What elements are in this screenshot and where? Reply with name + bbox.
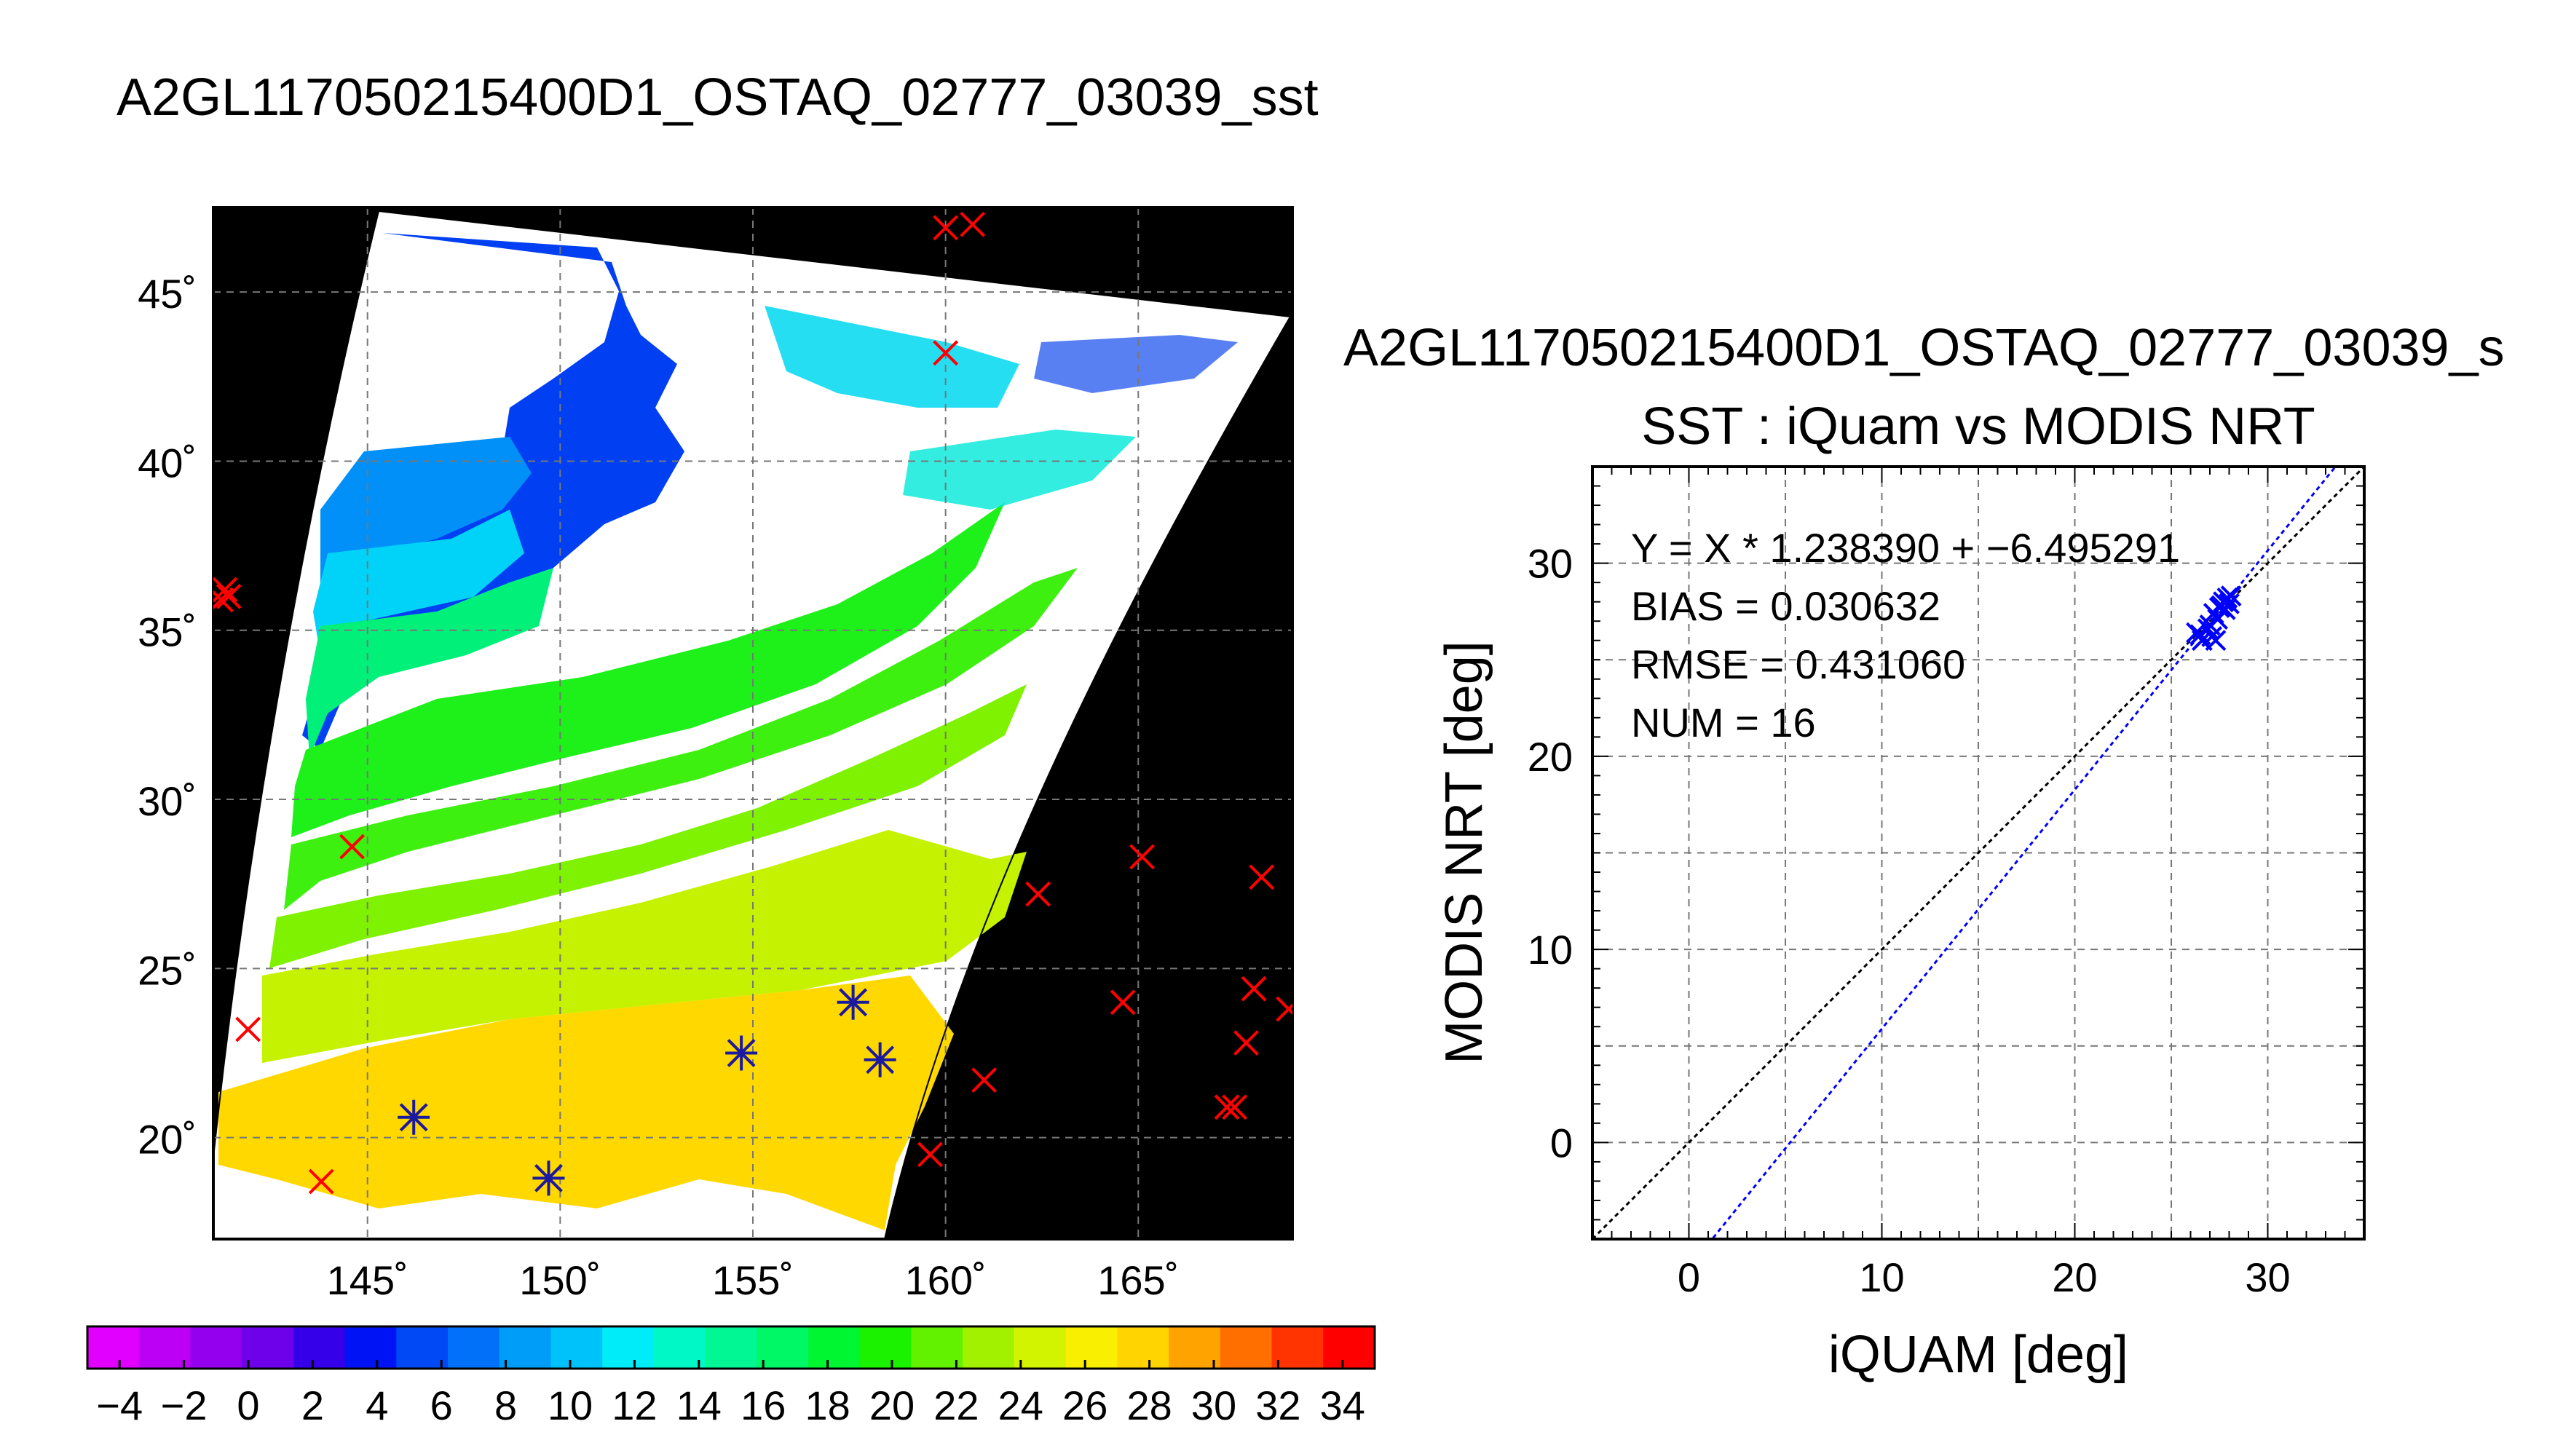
colorbar-swatch [1323, 1326, 1375, 1369]
colorbar-swatch [242, 1326, 293, 1369]
colorbar-tick-label: 0 [237, 1382, 259, 1428]
x-tick-label: 0 [1678, 1254, 1700, 1300]
matched-point [837, 985, 869, 1020]
colorbar-swatch [499, 1326, 551, 1369]
colorbar-swatch [345, 1326, 397, 1369]
colorbar-tick-label: 14 [676, 1382, 722, 1428]
lat-tick-label: 40˚ [138, 440, 197, 486]
y-tick-label: 30 [1528, 541, 1573, 587]
colorbar-swatch [706, 1326, 757, 1369]
colorbar-tick-label: 24 [998, 1382, 1043, 1428]
lat-tick-label: 45˚ [138, 271, 197, 317]
lon-tick-label: 155˚ [712, 1257, 794, 1303]
colorbar-tick-label: 26 [1062, 1382, 1107, 1428]
matched-point [864, 1042, 896, 1077]
colorbar-tick-label: 6 [430, 1382, 453, 1428]
lat-tick-label: 30˚ [138, 778, 197, 824]
stat-annotation: NUM = 16 [1631, 700, 1816, 745]
colorbar-swatch [757, 1326, 808, 1369]
colorbar-swatch [1220, 1326, 1272, 1369]
y-tick-label: 20 [1528, 734, 1573, 780]
colorbar-swatch [963, 1326, 1014, 1369]
colorbar-tick-label: −4 [96, 1382, 143, 1428]
stat-annotation: RMSE = 0.431060 [1631, 641, 1965, 687]
colorbar-swatch [190, 1326, 242, 1369]
scatter-header: A2GL117050215400D1_OSTAQ_02777_03039_s [1343, 319, 2505, 377]
y-axis-label: MODIS NRT [deg] [1435, 641, 1493, 1064]
colorbar-tick-label: 30 [1191, 1382, 1236, 1428]
lon-tick-label: 150˚ [519, 1257, 601, 1303]
y-tick-label: 0 [1550, 1120, 1573, 1166]
colorbar-tick-label: 28 [1126, 1382, 1172, 1428]
colorbar-tick-label: 4 [366, 1382, 388, 1428]
lon-tick-label: 165˚ [1097, 1257, 1179, 1303]
colorbar-swatch [293, 1326, 345, 1369]
y-tick-label: 10 [1528, 927, 1573, 973]
colorbar-swatch [550, 1326, 602, 1369]
colorbar-tick-label: 8 [494, 1382, 517, 1428]
stat-annotation: BIAS = 0.030632 [1631, 583, 1940, 629]
colorbar-tick-label: 32 [1255, 1382, 1300, 1428]
colorbar-tick-label: 2 [301, 1382, 324, 1428]
colorbar-tick-label: 16 [741, 1382, 786, 1428]
colorbar-tick-label: 18 [805, 1382, 850, 1428]
x-tick-label: 20 [2052, 1254, 2097, 1300]
colorbar-swatch [1066, 1326, 1118, 1369]
map-panel: 45˚ 40˚ 35˚ 30˚ 25˚ 20˚ 145˚ 150˚ 155˚ 160˚ 165˚ [138, 207, 1300, 1303]
colorbar-tick-label: 20 [869, 1382, 915, 1428]
colorbar-swatch [1014, 1326, 1066, 1369]
stat-annotation: Y = X * 1.238390 + −6.495291 [1631, 525, 2180, 571]
colorbar-swatch [602, 1326, 654, 1369]
matched-point [532, 1160, 564, 1195]
colorbar-tick-label: 12 [612, 1382, 657, 1428]
colorbar-swatch [448, 1326, 499, 1369]
colorbar-tick-label: −2 [161, 1382, 208, 1428]
colorbar-tick-label: 34 [1320, 1382, 1365, 1428]
x-tick-label: 30 [2245, 1254, 2290, 1300]
chart-title: SST : iQuam vs MODIS NRT [1641, 397, 2315, 456]
matched-point [398, 1100, 430, 1135]
colorbar-tick-label: 22 [933, 1382, 979, 1428]
x-tick-label: 10 [1859, 1254, 1904, 1300]
lon-tick-label: 160˚ [905, 1257, 987, 1303]
x-axis-label: iQUAM [deg] [1828, 1326, 2128, 1384]
lat-tick-label: 20˚ [138, 1117, 197, 1163]
colorbar: −4 −2 0 2 4 6 8 10 12 14 16 18 20 22 24 26 28 30 32 34 [87, 1326, 1375, 1428]
colorbar-swatch [860, 1326, 912, 1369]
lat-tick-label: 35˚ [138, 609, 197, 655]
matched-point [725, 1035, 757, 1070]
map-title: A2GL117050215400D1_OSTAQ_02777_03039_sst [117, 68, 1319, 127]
lon-tick-label: 145˚ [327, 1257, 408, 1303]
colorbar-swatch [1272, 1326, 1324, 1369]
scatter-panel: 0 10 20 30 0 10 20 30 Y = X * 1.238390 + −6.495… [1435, 431, 2364, 1388]
colorbar-swatch [87, 1326, 139, 1369]
colorbar-swatch [1117, 1326, 1169, 1369]
colorbar-swatch [808, 1326, 860, 1369]
colorbar-tick-label: 10 [548, 1382, 593, 1428]
lat-tick-label: 25˚ [138, 947, 197, 993]
